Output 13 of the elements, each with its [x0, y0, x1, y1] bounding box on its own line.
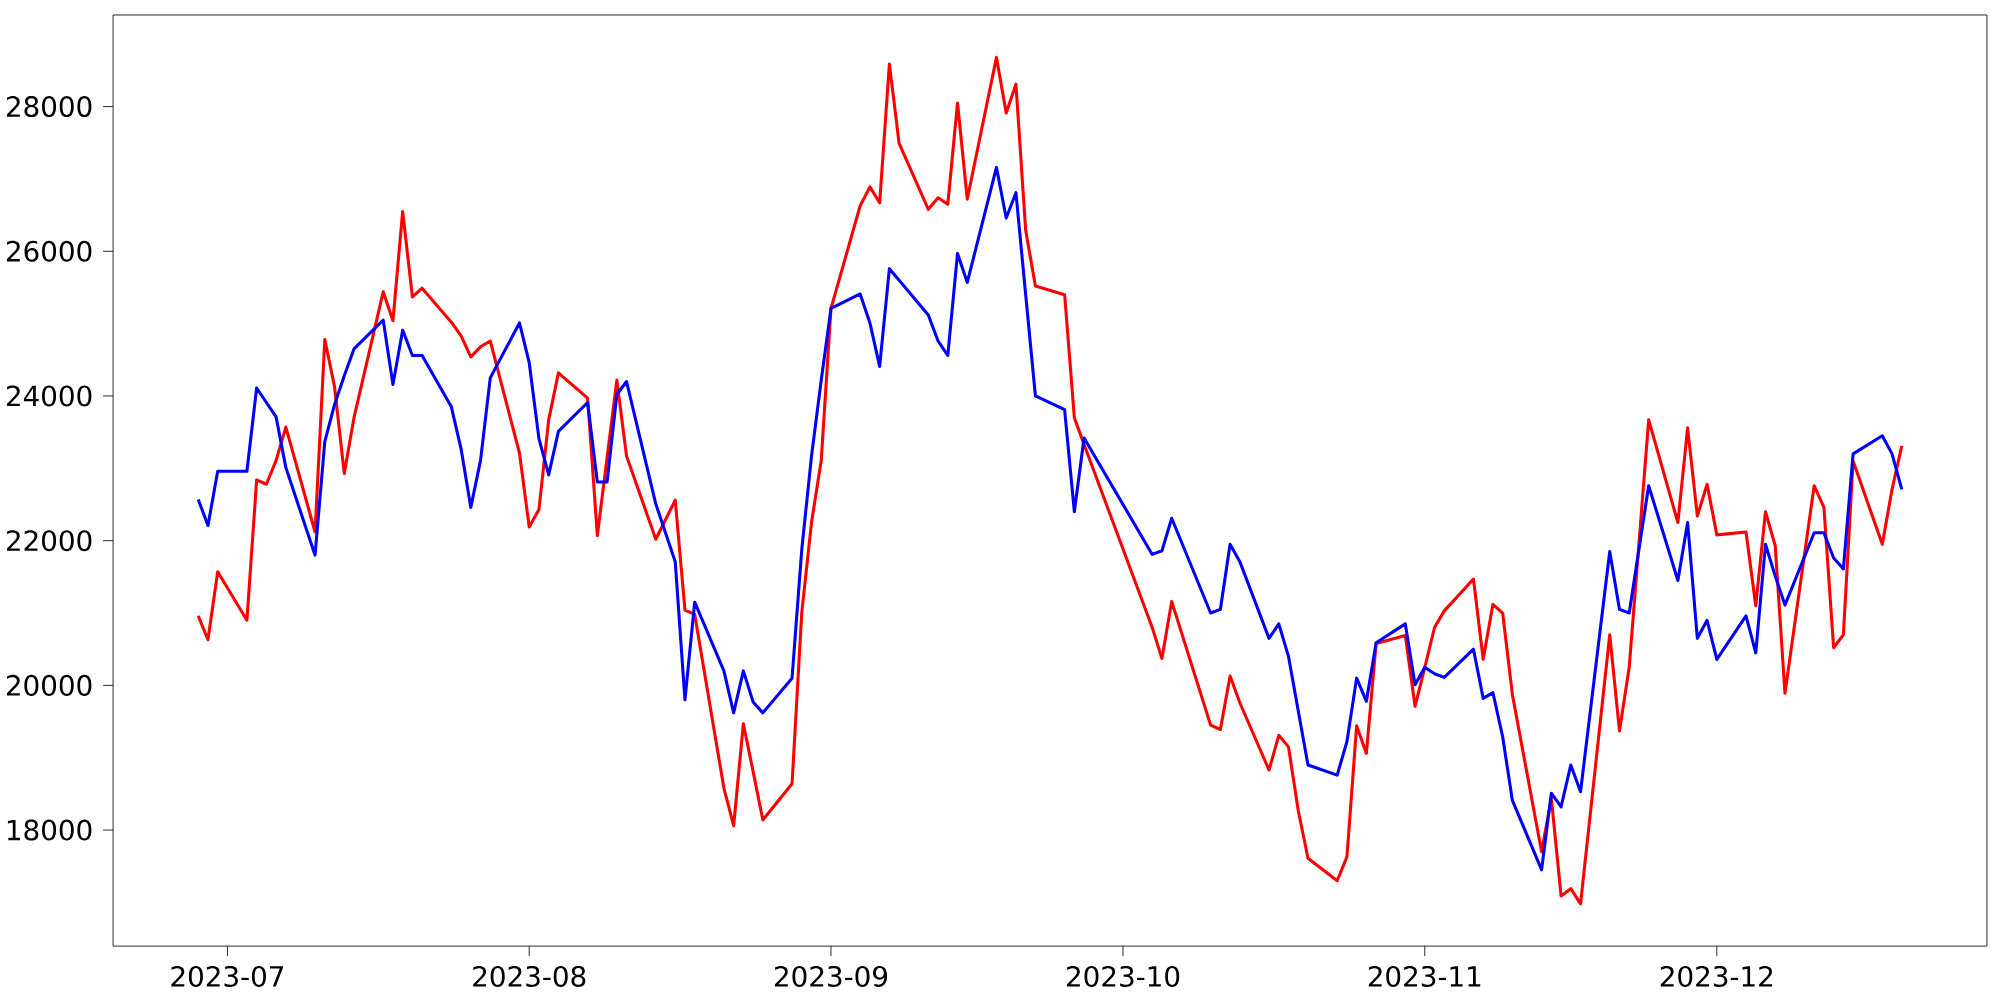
y-tick-label: 26000 [6, 240, 92, 262]
x-tick-label: 2023-08 [473, 965, 586, 987]
y-tick-label: 22000 [6, 530, 92, 552]
x-tick-label: 2023-09 [775, 965, 888, 987]
x-tick-label: 2023-07 [171, 965, 284, 987]
x-tick-label: 2023-12 [1660, 965, 1773, 987]
y-tick-label: 20000 [6, 674, 92, 696]
y-tick-label: 28000 [6, 96, 92, 118]
y-tick-label: 18000 [7, 819, 92, 841]
line-series [196, 55, 1904, 906]
x-tick-label: 2023-10 [1067, 965, 1180, 987]
x-tick-label: 2023-11 [1368, 965, 1481, 987]
y-tick-label: 24000 [6, 385, 92, 407]
